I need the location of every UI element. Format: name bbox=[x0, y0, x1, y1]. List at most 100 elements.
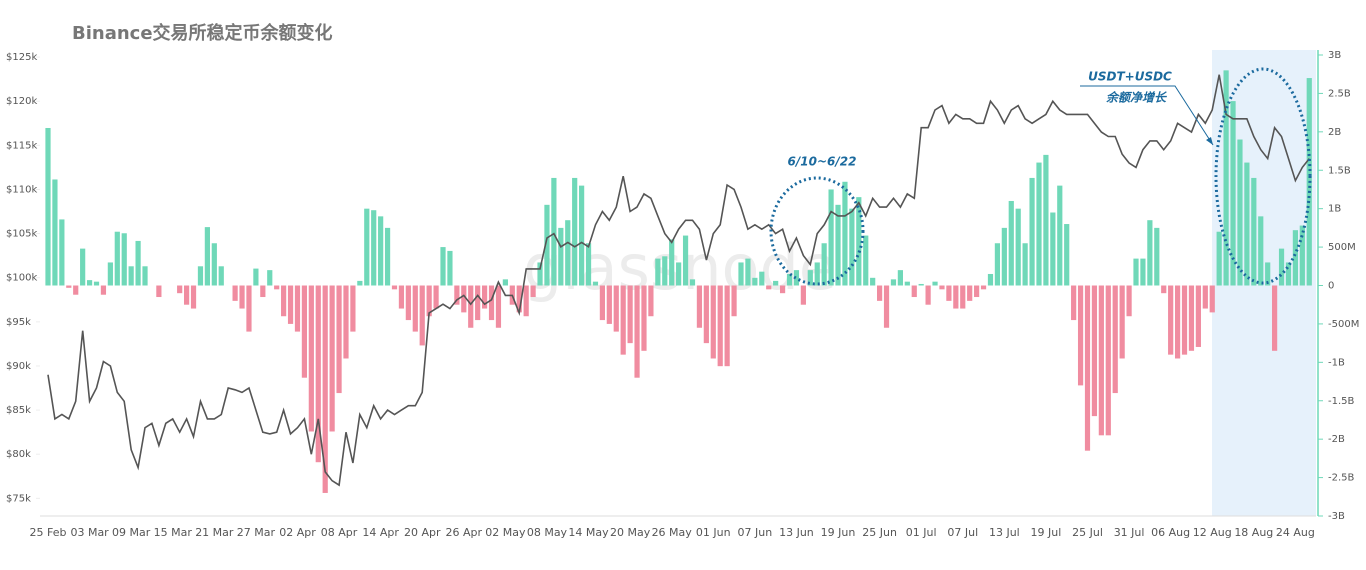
bar bbox=[1285, 262, 1292, 286]
bar bbox=[488, 285, 495, 321]
bar bbox=[579, 185, 585, 286]
bar bbox=[766, 285, 772, 290]
bar bbox=[939, 285, 945, 290]
bar bbox=[870, 277, 876, 286]
bar bbox=[773, 280, 779, 286]
bar bbox=[121, 233, 127, 286]
chart-title: Binance交易所稳定币余额变化 bbox=[72, 22, 333, 44]
bar bbox=[682, 235, 689, 286]
bar bbox=[1015, 208, 1021, 286]
bar bbox=[1050, 212, 1056, 286]
bar bbox=[565, 220, 571, 286]
x-tick-label: 07 Jun bbox=[738, 526, 773, 539]
bar bbox=[52, 179, 58, 286]
bar bbox=[1299, 225, 1305, 286]
bar bbox=[516, 285, 522, 313]
x-tick-label: 19 Jul bbox=[1031, 526, 1062, 539]
y-tick-label: $110k bbox=[6, 184, 37, 195]
x-tick-label: 08 May bbox=[527, 526, 568, 539]
bar bbox=[454, 285, 460, 305]
bar bbox=[1265, 262, 1271, 286]
bar bbox=[897, 270, 903, 286]
bar bbox=[877, 285, 883, 301]
x-tick-label: 25 Jul bbox=[1072, 526, 1103, 539]
bar bbox=[974, 285, 980, 298]
bar bbox=[190, 285, 197, 309]
x-tick-label: 13 Jul bbox=[989, 526, 1020, 539]
y2-tick-label: 0 bbox=[1328, 281, 1334, 292]
y-tick-label: $80k bbox=[6, 449, 31, 460]
bar bbox=[925, 285, 931, 305]
x-tick-label: 01 Jul bbox=[906, 526, 937, 539]
bar bbox=[1098, 285, 1104, 436]
x-tick-label: 25 Feb bbox=[30, 526, 67, 539]
bar bbox=[960, 285, 966, 309]
bar bbox=[142, 266, 148, 286]
y2-tick-label: -500M bbox=[1328, 319, 1359, 330]
bar bbox=[80, 248, 86, 286]
y-tick-label: $115k bbox=[6, 140, 37, 151]
bar bbox=[1077, 285, 1084, 386]
highlight-region bbox=[1212, 50, 1316, 516]
bar bbox=[1251, 177, 1257, 286]
bar bbox=[475, 285, 481, 321]
x-tick-label: 26 May bbox=[652, 526, 693, 539]
bar bbox=[814, 262, 820, 286]
bar bbox=[786, 273, 793, 286]
bar bbox=[301, 285, 308, 378]
bar bbox=[197, 266, 204, 286]
bar bbox=[724, 285, 730, 367]
x-tick-label: 08 Apr bbox=[321, 526, 358, 539]
x-tick-label: 07 Jul bbox=[947, 526, 978, 539]
bar bbox=[1258, 216, 1264, 286]
x-tick-label: 31 Jul bbox=[1114, 526, 1145, 539]
bar bbox=[592, 281, 599, 286]
bar bbox=[537, 262, 543, 286]
y2-tick-label: 1.5B bbox=[1328, 165, 1351, 176]
ellipse bbox=[769, 176, 865, 286]
bar bbox=[281, 285, 287, 317]
bar bbox=[1195, 285, 1201, 347]
bar bbox=[1036, 162, 1042, 286]
bar bbox=[1168, 285, 1174, 355]
x-tick-label: 21 Mar bbox=[195, 526, 234, 539]
bar bbox=[530, 285, 536, 298]
bar bbox=[246, 285, 252, 332]
bar bbox=[1174, 285, 1181, 359]
bar bbox=[669, 239, 675, 286]
bar bbox=[980, 285, 987, 290]
bar bbox=[911, 285, 917, 298]
bar bbox=[849, 208, 855, 286]
bar bbox=[1001, 227, 1007, 286]
y2-tick-label: -3B bbox=[1328, 511, 1345, 522]
bar bbox=[655, 258, 661, 286]
bar bbox=[918, 283, 924, 286]
bar bbox=[1112, 285, 1118, 394]
bar bbox=[239, 285, 245, 309]
bar bbox=[73, 285, 79, 295]
y-tick-label: $105k bbox=[6, 229, 37, 240]
bar bbox=[287, 285, 294, 324]
bar bbox=[1154, 227, 1160, 286]
bar bbox=[523, 285, 529, 317]
bar bbox=[1105, 285, 1111, 436]
bar bbox=[1084, 285, 1091, 451]
price-line bbox=[47, 74, 1310, 487]
bar bbox=[863, 235, 869, 286]
bar bbox=[620, 285, 626, 355]
bar bbox=[114, 231, 120, 286]
bar bbox=[260, 285, 266, 298]
x-tick-label: 20 May bbox=[610, 526, 651, 539]
bar bbox=[1140, 258, 1146, 286]
annotation: USDT+USDC bbox=[1088, 70, 1172, 84]
bar bbox=[343, 285, 349, 359]
bar bbox=[1064, 224, 1070, 286]
bar bbox=[1272, 285, 1278, 351]
plot bbox=[45, 70, 1312, 493]
arrow bbox=[1080, 85, 1214, 146]
bar bbox=[398, 285, 405, 309]
bar bbox=[717, 285, 723, 367]
bar bbox=[1126, 285, 1132, 317]
bar bbox=[502, 279, 508, 286]
